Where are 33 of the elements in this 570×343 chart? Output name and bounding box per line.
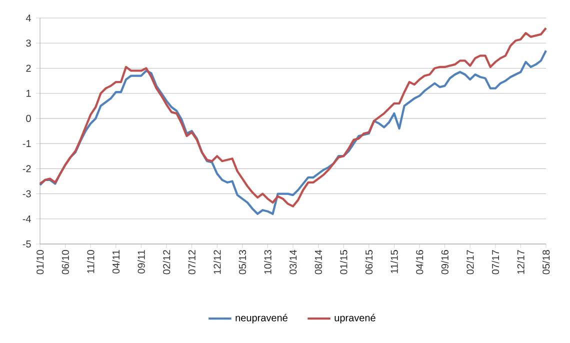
x-tick-label: 12/12: [213, 250, 221, 274]
y-tick-label: 2: [26, 64, 31, 72]
x-tick-label: 02/17: [466, 250, 474, 274]
legend-label: neupravené: [236, 314, 288, 324]
y-tick-label: 1: [26, 90, 31, 97]
x-tick-label: 05/18: [542, 250, 550, 274]
x-tick-label: 03/14: [289, 250, 297, 274]
y-tick-label: 0: [26, 114, 31, 122]
x-tick-label: 01/10: [36, 250, 44, 274]
y-tick-label: -2: [22, 165, 31, 172]
x-tick-label: 05/13: [238, 250, 246, 274]
x-tick-label: 02/12: [162, 250, 170, 274]
x-tick-label: 07/12: [188, 250, 196, 274]
y-tick-label: -3: [22, 190, 31, 198]
y-tick-label: -4: [22, 215, 31, 222]
y-tick-label: 4: [26, 14, 31, 22]
y-tick-label: -1: [22, 140, 31, 147]
x-tick-label: 04/16: [416, 250, 424, 274]
x-tick-label: 09/16: [441, 250, 448, 274]
y-tick-label: -5: [22, 240, 31, 248]
x-tick-label: 04/11: [112, 250, 120, 274]
x-tick-label: 09/11: [138, 250, 145, 274]
x-tick-label: 06/10: [62, 250, 69, 274]
x-tick-label: 11/15: [390, 250, 398, 274]
x-tick-label: 11/10: [86, 250, 94, 274]
x-tick-label: 06/15: [365, 250, 373, 274]
x-tick-label: 10/13: [264, 250, 272, 274]
legend-label: upravené: [334, 314, 376, 324]
y-tick-label: 3: [26, 40, 31, 47]
x-tick-label: 07/17: [492, 250, 500, 274]
x-tick-label: 12/17: [517, 250, 524, 274]
x-tick-label: 01/15: [340, 250, 348, 274]
x-tick-label: 08/14: [314, 250, 322, 274]
